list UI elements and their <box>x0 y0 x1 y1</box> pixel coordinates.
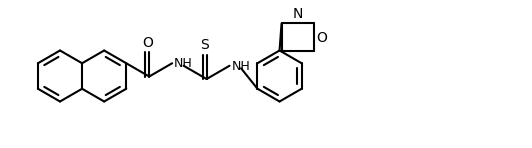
Text: O: O <box>142 36 153 50</box>
Text: NH: NH <box>174 57 193 70</box>
Text: NH: NH <box>231 60 250 73</box>
Text: S: S <box>201 38 209 52</box>
Text: O: O <box>317 30 327 45</box>
Text: N: N <box>293 7 303 21</box>
